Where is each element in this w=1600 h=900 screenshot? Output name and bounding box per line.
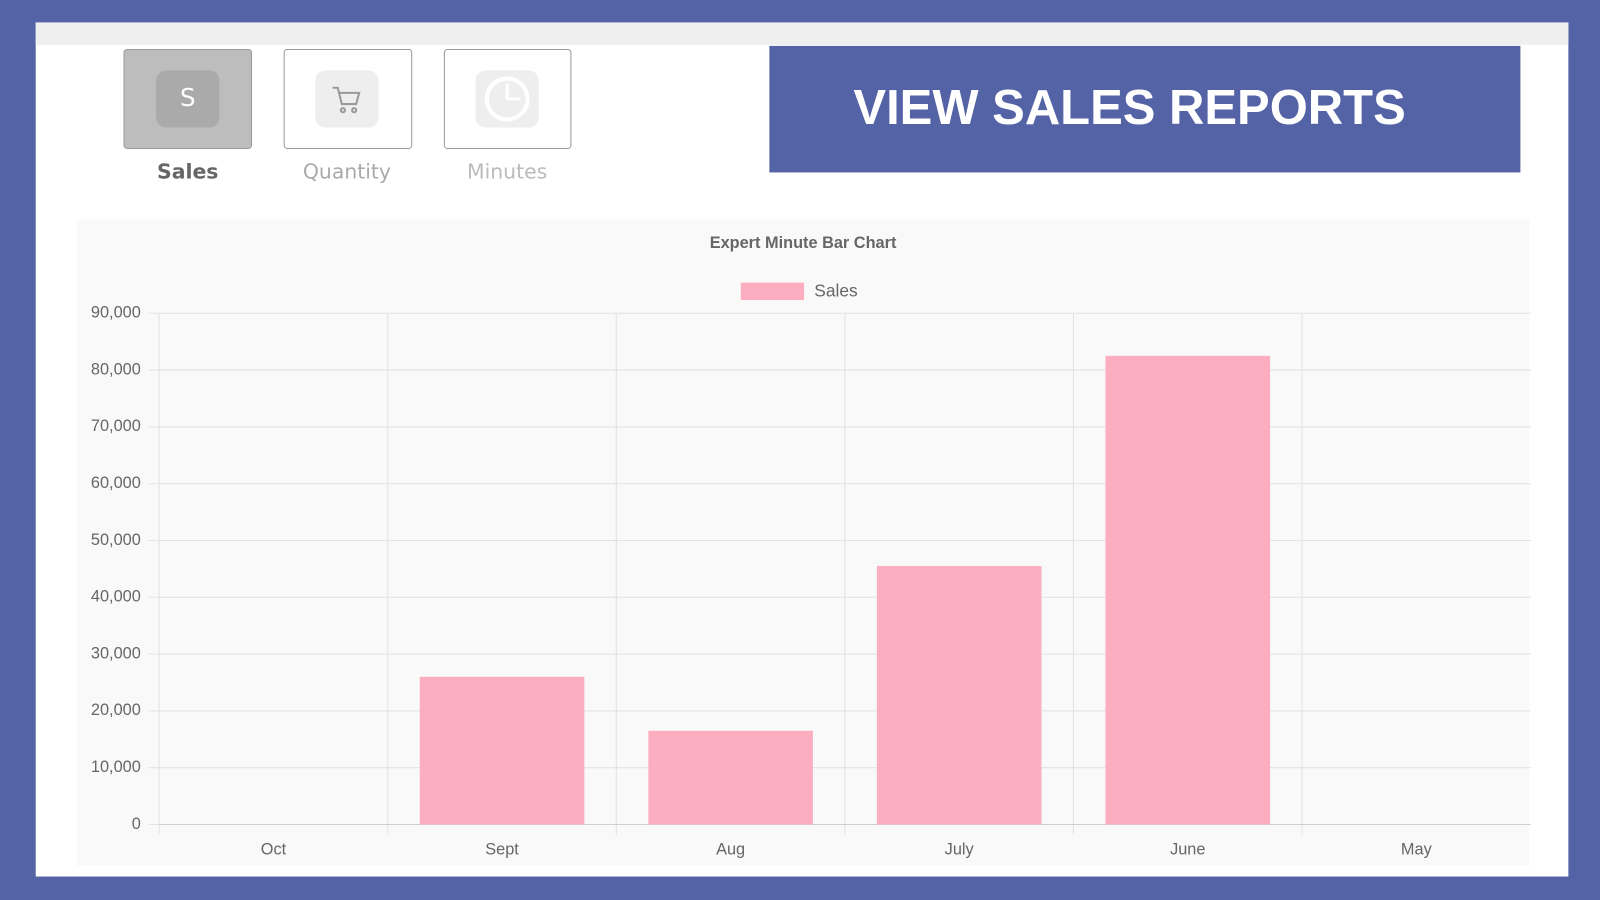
y-tick-label: 40,000: [91, 588, 141, 606]
tab-icon: [315, 70, 379, 128]
tab-icon-letter: S: [180, 83, 196, 112]
bar: [648, 730, 813, 825]
x-tick-label: Aug: [716, 840, 745, 858]
clock-hands: [505, 83, 521, 101]
y-tick-label: 70,000: [91, 417, 141, 435]
tab-label[interactable]: Minutes: [467, 159, 547, 183]
clock-icon: [484, 76, 530, 122]
bar: [419, 676, 585, 825]
y-tick-label: 90,000: [91, 304, 141, 322]
tab-icon: [156, 70, 220, 128]
y-tick-label: 0: [132, 815, 141, 833]
tab-label[interactable]: Quantity: [303, 159, 391, 183]
y-tick-label: 60,000: [91, 474, 141, 492]
x-tick-label: Oct: [261, 840, 287, 858]
top-strip: [35, 22, 1569, 45]
tab-quantity[interactable]: Quantity: [283, 48, 413, 183]
tab-minutes[interactable]: Minutes: [443, 48, 572, 183]
y-tick-label: 50,000: [91, 531, 141, 549]
tab-sales[interactable]: S Sales: [123, 48, 253, 183]
bar: [876, 566, 1042, 825]
y-tick-label: 80,000: [91, 360, 141, 378]
x-tick-label: June: [1170, 840, 1205, 858]
legend-swatch: [740, 282, 805, 300]
chart-title: Expert Minute Bar Chart: [710, 234, 897, 252]
banner[interactable]: [769, 45, 1521, 173]
y-tick-label: 20,000: [91, 701, 141, 719]
tab-label[interactable]: Sales: [157, 159, 218, 183]
y-tick-label: 30,000: [91, 644, 141, 662]
cart-icon: [332, 86, 361, 114]
banner-title[interactable]: VIEW SALES REPORTS: [853, 81, 1405, 135]
bar: [1105, 355, 1271, 825]
legend-label: Sales: [814, 280, 858, 300]
y-tick-label: 10,000: [91, 758, 141, 776]
x-tick-label: May: [1401, 840, 1433, 858]
x-tick-label: Sept: [485, 840, 519, 858]
x-tick-label: July: [945, 840, 975, 858]
